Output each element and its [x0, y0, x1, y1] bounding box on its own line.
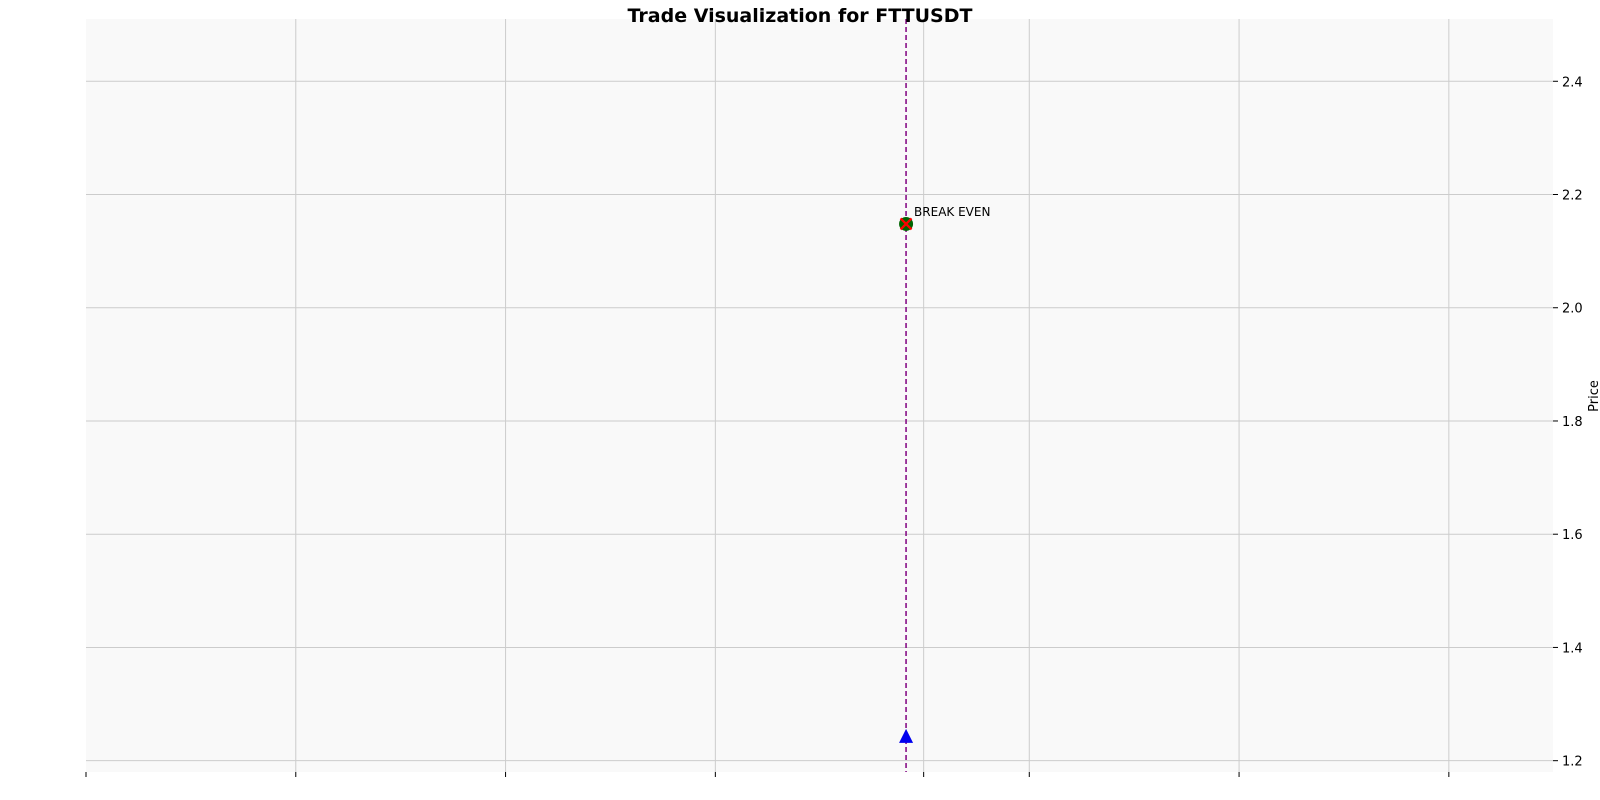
annotations: BREAK EVEN [914, 205, 990, 219]
x-axis-ticks [85, 772, 1450, 777]
y-tick-label: 2.4 [1562, 75, 1583, 90]
y-tick-label: 1.6 [1562, 528, 1583, 543]
y-tick-label: 2.0 [1562, 302, 1583, 317]
y-tick-label: 1.8 [1562, 415, 1583, 430]
exit-x-marker [899, 217, 913, 231]
x-gridlines [295, 19, 1450, 772]
entry-triangle-marker [899, 728, 914, 743]
y-gridlines [86, 80, 1553, 762]
chart-marks [899, 216, 914, 743]
y-axis-label: Price [1587, 380, 1600, 412]
y-tick-label: 1.2 [1562, 755, 1583, 770]
y-axis-ticks: 1.2 1.4 1.6 1.8 2.0 2.2 2.4 [1553, 75, 1583, 770]
plot-area [86, 19, 1553, 772]
break-even-label: BREAK EVEN [914, 205, 990, 219]
y-tick-label: 1.4 [1562, 641, 1583, 656]
chart-title: Trade Visualization for FTTUSDT [628, 5, 973, 27]
y-tick-label: 2.2 [1562, 189, 1583, 204]
exit-x-stroke [899, 217, 913, 231]
